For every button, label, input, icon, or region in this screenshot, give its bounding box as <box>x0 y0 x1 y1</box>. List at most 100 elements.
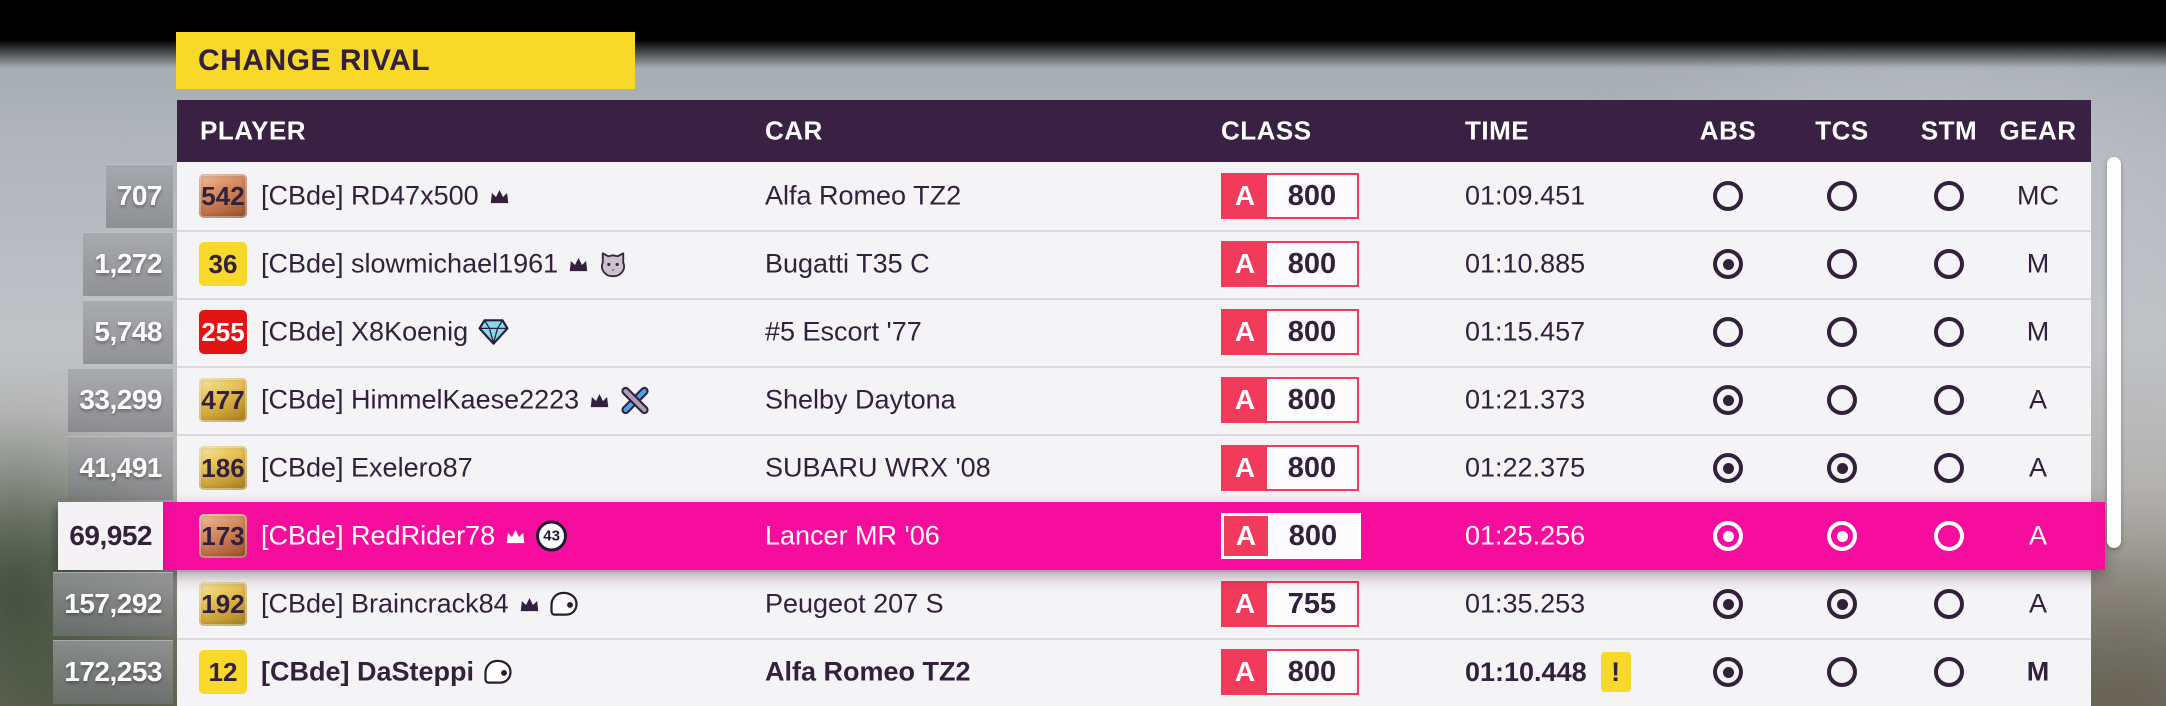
warning-icon: ! <box>1600 652 1631 692</box>
performance-index: 755 <box>1287 587 1337 620</box>
class-badge: A 800 <box>1221 513 1361 559</box>
leaderboard-row[interactable]: 542 [CBde] RD47x500 Alfa Romeo TZ2 A 800 01:0… <box>177 162 2091 230</box>
player-number-badge: 36 <box>199 242 247 286</box>
class-letter: A <box>1223 311 1267 353</box>
player-name: [CBde] RD47x500 <box>261 181 510 212</box>
player-name: [CBde] slowmichael1961 <box>261 249 627 280</box>
car-name: Lancer MR '06 <box>765 520 940 551</box>
player-name: [CBde] DaSteppi <box>261 657 512 688</box>
tcs-indicator <box>1827 317 1857 347</box>
car-name: Alfa Romeo TZ2 <box>765 656 971 687</box>
player-number-badge: 255 <box>199 310 247 354</box>
class-letter: A <box>1223 447 1267 489</box>
class-letter: A <box>1223 243 1267 285</box>
class-badge: A 800 <box>1221 173 1359 219</box>
column-header-car: CAR <box>765 115 823 146</box>
stm-indicator <box>1934 453 1964 483</box>
lap-time: 01:25.256 <box>1465 520 1586 551</box>
abs-radio-icon <box>1713 385 1743 415</box>
abs-radio-icon <box>1713 249 1743 279</box>
gear-type: M <box>2026 656 2050 687</box>
tcs-radio-icon <box>1827 385 1857 415</box>
class-badge: A 800 <box>1221 377 1359 423</box>
tcs-radio-icon <box>1827 317 1857 347</box>
class-letter: A <box>1223 175 1267 217</box>
abs-indicator <box>1713 249 1743 279</box>
leaderboard-row-selected[interactable]: 173 [CBde] RedRider78 43 Lancer MR '06 A 800 0… <box>163 502 2105 570</box>
rank-chip: 172,253 <box>53 640 173 704</box>
abs-indicator <box>1713 385 1743 415</box>
rank-chip: 707 <box>105 164 173 228</box>
abs-indicator <box>1713 657 1743 687</box>
performance-index: 800 <box>1287 179 1337 212</box>
leaderboard-row[interactable]: 477 [CBde] HimmelKaese2223 Shelby Daytona A… <box>177 366 2091 434</box>
abs-radio-icon <box>1713 317 1743 347</box>
abs-indicator <box>1713 521 1743 551</box>
leaderboard-table: PLAYER CAR CLASS TIME ABS TCS STM GEAR 542 [CBde… <box>163 100 2105 706</box>
abs-indicator <box>1713 317 1743 347</box>
column-header-abs: ABS <box>1699 115 1757 146</box>
scrollbar-thumb[interactable] <box>2107 157 2121 548</box>
stm-indicator <box>1934 589 1964 619</box>
gear-type: MC <box>2017 180 2059 211</box>
performance-index: 800 <box>1287 451 1337 484</box>
rank-chip: 157,292 <box>53 572 173 636</box>
car-name: Shelby Daytona <box>765 384 956 415</box>
change-rival-button[interactable]: CHANGE RIVAL <box>176 32 635 89</box>
helmet-icon <box>484 659 512 684</box>
player-number-badge: 12 <box>199 650 247 694</box>
player-name: [CBde] Braincrack84 <box>261 589 578 620</box>
abs-indicator <box>1713 453 1743 483</box>
column-header-player: PLAYER <box>200 115 307 146</box>
gear-type: A <box>2028 384 2048 415</box>
class-badge: A 800 <box>1221 309 1359 355</box>
table-rows: 542 [CBde] RD47x500 Alfa Romeo TZ2 A 800 01:0… <box>163 162 2105 706</box>
stm-radio-icon <box>1934 385 1964 415</box>
rank-chip: 41,491 <box>68 436 173 500</box>
rank-chip: 1,272 <box>83 232 173 296</box>
stm-radio-icon <box>1934 521 1964 551</box>
crown-icon <box>506 529 525 543</box>
car-name: #5 Escort '77 <box>765 316 922 347</box>
player-number-badge: 192 <box>199 582 247 626</box>
car-name: SUBARU WRX '08 <box>765 452 991 483</box>
rank-chip: 5,748 <box>83 300 173 364</box>
column-header-time: TIME <box>1465 115 1530 146</box>
cat-icon <box>601 252 626 278</box>
leaderboard-row[interactable]: 192 [CBde] Braincrack84 Peugeot 207 S A 755 0… <box>177 570 2091 638</box>
player-number-badge: 477 <box>199 378 247 422</box>
performance-index: 800 <box>1287 247 1337 280</box>
player-name: [CBde] HimmelKaese2223 <box>261 385 650 416</box>
level-badge-icon: 43 <box>536 520 568 552</box>
tcs-indicator <box>1827 181 1857 211</box>
tcs-indicator <box>1827 589 1857 619</box>
tcs-indicator <box>1827 521 1857 551</box>
rank-chip: 69,952 <box>58 502 163 570</box>
column-header-tcs: TCS <box>1815 115 1869 146</box>
stm-radio-icon <box>1934 181 1964 211</box>
performance-index: 800 <box>1287 315 1337 348</box>
lap-time: 01:15.457 <box>1465 316 1586 347</box>
tcs-radio-icon <box>1827 589 1857 619</box>
tcs-radio-icon <box>1827 181 1857 211</box>
leaderboard-row[interactable]: 255 [CBde] X8Koenig #5 Escort '77 A 800 01:15… <box>177 298 2091 366</box>
lap-time: 01:10.448! <box>1465 652 1631 692</box>
car-name: Peugeot 207 S <box>765 588 944 619</box>
gem-icon <box>478 319 509 345</box>
stm-radio-icon <box>1934 317 1964 347</box>
stm-indicator <box>1934 521 1964 551</box>
leaderboard-row[interactable]: 36 [CBde] slowmichael1961 Bugatti T35 C A 80… <box>177 230 2091 298</box>
lap-time: 01:22.375 <box>1465 452 1586 483</box>
lap-time: 01:09.451 <box>1465 180 1586 211</box>
leaderboard-row[interactable]: 186 [CBde] Exelero87 SUBARU WRX '08 A 800 01:… <box>177 434 2091 502</box>
tcs-radio-icon <box>1827 453 1857 483</box>
player-name: [CBde] X8Koenig <box>261 317 509 348</box>
stm-indicator <box>1934 657 1964 687</box>
stm-indicator <box>1934 249 1964 279</box>
stm-indicator <box>1934 317 1964 347</box>
table-header: PLAYER CAR CLASS TIME ABS TCS STM GEAR <box>177 100 2091 162</box>
abs-radio-icon <box>1713 181 1743 211</box>
class-letter: A <box>1223 379 1267 421</box>
leaderboard-row[interactable]: 12 [CBde] DaSteppi Alfa Romeo TZ2 A 800 01:10… <box>177 638 2091 706</box>
